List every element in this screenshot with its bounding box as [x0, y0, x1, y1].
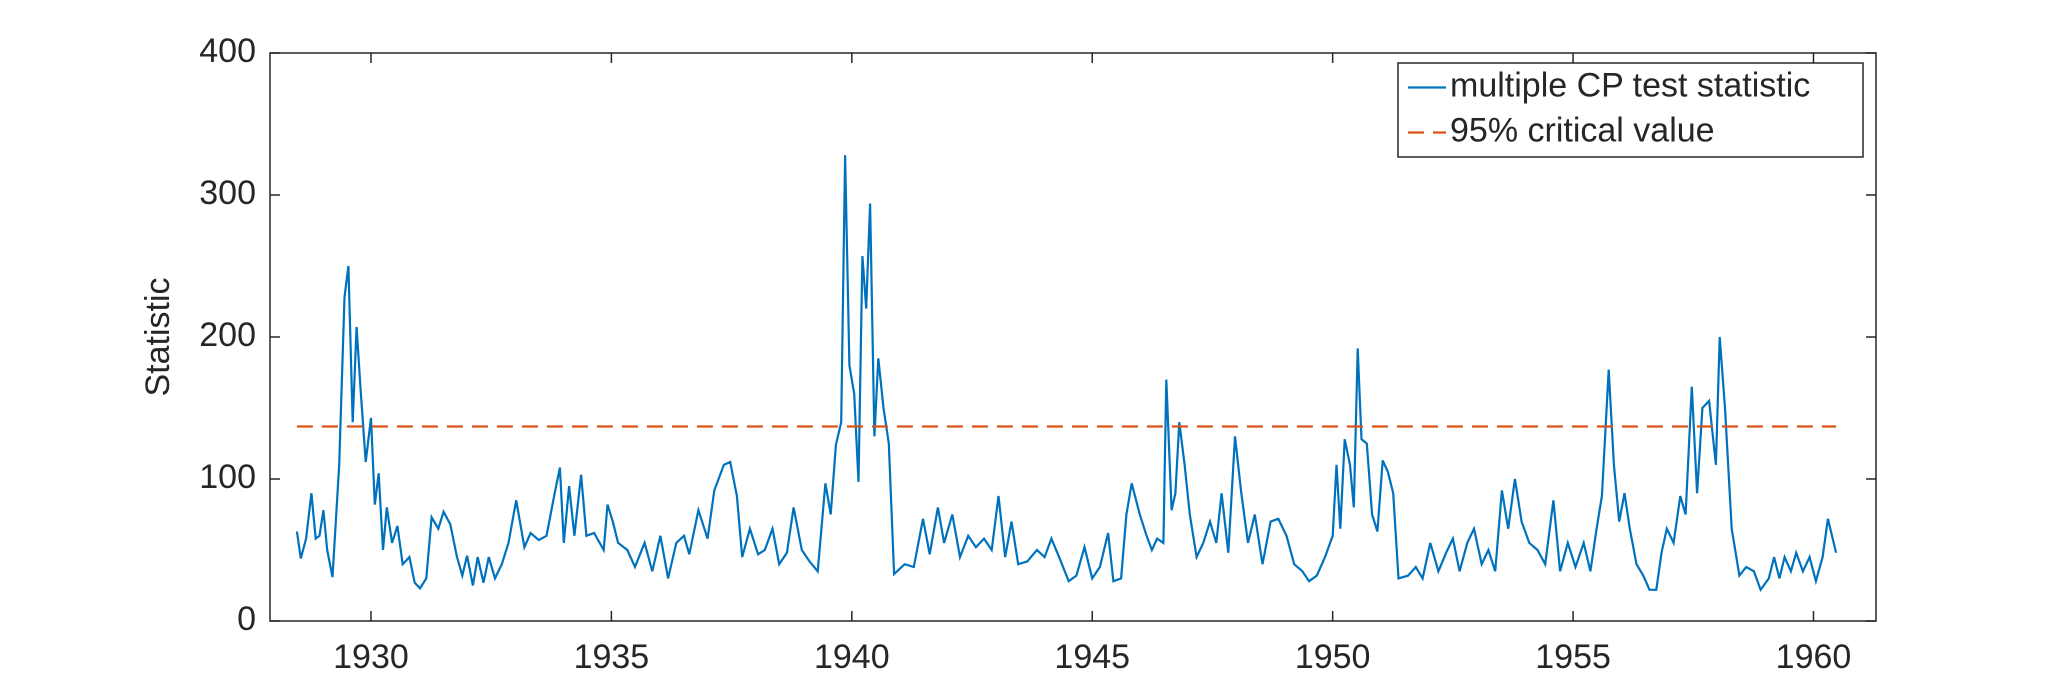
y-tick-label: 200	[199, 316, 256, 354]
plot-frame	[269, 52, 1877, 622]
y-tick-label: 100	[199, 458, 256, 496]
y-tick-label: 300	[199, 174, 256, 212]
y-tick-label: 0	[237, 600, 256, 638]
x-tick-label: 1940	[814, 638, 890, 676]
legend-label: multiple CP test statistic	[1450, 66, 1810, 104]
data-line	[295, 155, 1838, 593]
x-tick-label: 1950	[1295, 638, 1371, 676]
x-tick-label: 1955	[1535, 638, 1611, 676]
x-tick-label: 1945	[1054, 638, 1130, 676]
legend-label: 95% critical value	[1450, 111, 1715, 149]
x-tick-label: 1935	[574, 638, 650, 676]
y-axis-label: Statistic	[139, 277, 177, 396]
y-tick-label: 400	[199, 32, 256, 70]
x-tick-label: 1930	[333, 638, 409, 676]
legend-box	[1397, 62, 1864, 158]
x-tick-label: 1960	[1776, 638, 1852, 676]
